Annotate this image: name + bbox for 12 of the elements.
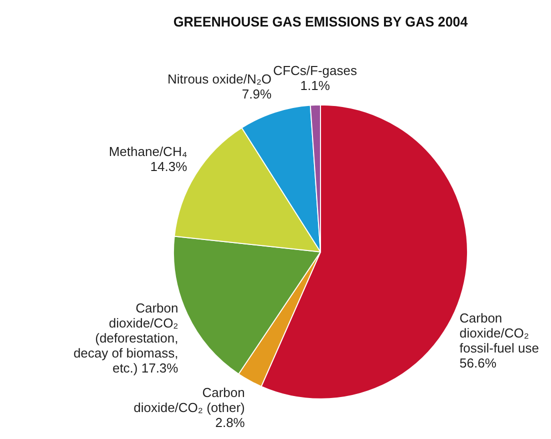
slice-label: Carbon dioxide/CO₂ (deforestation, decay of biomass, etc.) 17.3%	[73, 300, 179, 376]
slice-label: Carbon dioxide/CO₂ fossil-fuel use	[460, 310, 540, 356]
slice-label: CFCs/F-gases	[273, 63, 358, 78]
data-label: 56.6%	[460, 355, 497, 370]
slice-label: Methane/CH₄	[108, 144, 188, 160]
data-label: 1.1%	[300, 78, 330, 94]
chart-title: GREENHOUSE GAS EMISSIONS BY GAS 2004	[173, 14, 468, 30]
data-label: 2.8%	[215, 414, 246, 430]
slice-label: Carbon dioxide/CO₂ (other)	[134, 384, 245, 415]
data-label: 14.3%	[150, 159, 188, 174]
slice-label: Nitrous oxide/N₂O	[167, 72, 272, 87]
data-label: 7.9%	[242, 86, 272, 102]
